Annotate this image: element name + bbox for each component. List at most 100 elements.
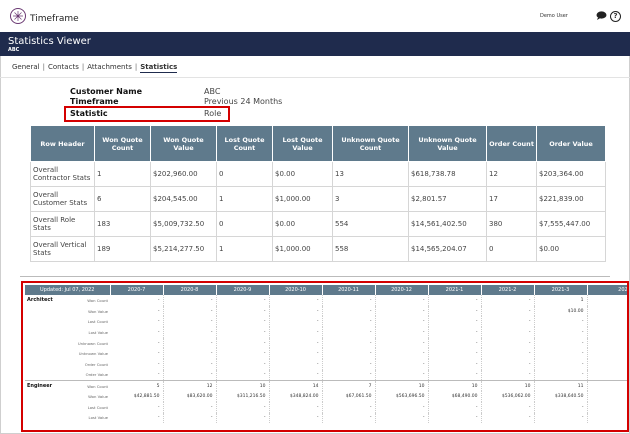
help-icon[interactable]: ? (610, 11, 621, 22)
table-row: Overall Contractor Stats 1 $202,960.00 0 $0.… (30, 161, 606, 187)
table-cell: $0.00 (272, 211, 333, 237)
grid-cell: - (534, 401, 588, 413)
grid-cell (587, 295, 627, 306)
grid-cell: - (163, 369, 217, 381)
period-grid: Updated: Jul 07, 2022 2020-7 2020-8 2020-9 2… (25, 285, 627, 424)
table-cell: Overall Contractor Stats (30, 161, 95, 187)
metric-label: Lost Value (88, 329, 109, 335)
table-cell: 13 (332, 161, 409, 187)
grid-cell: - (163, 337, 217, 349)
grid-cell: 7 (322, 380, 376, 392)
grid-cell: - (534, 316, 588, 328)
group-label: Engineer (25, 380, 60, 392)
grid-cell: - (322, 369, 376, 381)
table-row: Lost Value - - - - - - - - - (25, 412, 627, 424)
grid-cell: - (216, 305, 270, 317)
metric-label: Order Value (85, 372, 109, 378)
grid-cell: $348,824.00 (269, 391, 323, 402)
grid-cell: - (216, 327, 270, 338)
grid-cell: - (216, 316, 270, 328)
grid-cell: - (216, 359, 270, 370)
grid-cell: - (269, 295, 323, 306)
updated-label: Updated: Jul 07, 2022 (25, 285, 111, 295)
metric-label: Unknown Count (77, 340, 109, 346)
tab-attachments[interactable]: Attachments (87, 63, 132, 71)
section-divider (20, 276, 610, 277)
table-cell: 12 (486, 161, 537, 187)
metric-label: Won Value (88, 394, 109, 400)
grid-cell: - (216, 412, 270, 424)
grid-cell: - (481, 412, 535, 424)
table-cell: $2,801.57 (408, 186, 487, 212)
metric-label: Unknown Value (78, 351, 109, 357)
grid-cell (587, 337, 627, 349)
customer-name-value: ABC (204, 87, 221, 96)
grid-cell: - (110, 316, 164, 328)
grid-cell: - (375, 369, 429, 381)
tab-contacts[interactable]: Contacts (47, 63, 79, 71)
table-row: Architect Won Count - - - - - - - -1 (25, 295, 627, 306)
grid-cell: - (375, 401, 429, 413)
grid-cell: - (375, 316, 429, 328)
chat-icon[interactable] (596, 11, 607, 20)
statistic-value[interactable]: Role (204, 109, 222, 118)
grid-cell: - (163, 327, 217, 338)
group-label: Architect (27, 297, 53, 304)
grid-cell: - (534, 412, 588, 424)
grid-cell: - (322, 327, 376, 338)
table-cell: 554 (332, 211, 409, 237)
grid-cell: - (428, 295, 482, 306)
grid-cell: 10 (375, 380, 429, 392)
grid-cell: - (375, 295, 429, 306)
stats-header-cell: Won Quote Value (150, 125, 217, 162)
table-cell: $0.00 (272, 161, 333, 187)
group-label (25, 306, 60, 317)
grid-cell: - (269, 337, 323, 349)
table-cell: 0 (486, 236, 537, 262)
grid-cell: 5 (110, 380, 164, 392)
grid-cell: - (110, 401, 164, 413)
grid-cell: - (110, 348, 164, 360)
timeframe-logo-icon (10, 8, 26, 24)
grid-cell: 10 (216, 380, 270, 392)
tab-general[interactable]: General (12, 63, 40, 71)
period-header: 2021-2 (481, 285, 535, 295)
grid-cell (587, 359, 627, 370)
grid-cell: - (216, 348, 270, 360)
grid-cell: - (163, 316, 217, 328)
grid-cell: $68,490.00 (428, 391, 482, 402)
grid-cell: - (269, 369, 323, 381)
table-row: Order Count - - - - - - - - - (25, 359, 627, 370)
table-cell: $7,555,447.00 (536, 211, 606, 237)
grid-cell: - (110, 369, 164, 381)
tab-statistics[interactable]: Statistics (140, 63, 178, 73)
table-cell: 0 (216, 161, 273, 187)
grid-cell: - (322, 412, 376, 424)
group-label (25, 316, 60, 327)
metric-label: Lost Count (87, 404, 109, 410)
table-row: Unknown Count - - - - - - - - - (25, 337, 627, 349)
table-cell: Overall Customer Stats (30, 186, 95, 212)
grid-cell: - (322, 337, 376, 349)
table-cell: Overall Role Stats (30, 211, 95, 237)
grid-cell: - (269, 401, 323, 413)
period-header: 2020-11 (322, 285, 376, 295)
grid-cell: $338,640.50 (534, 391, 588, 402)
table-cell: 17 (486, 186, 537, 212)
group-label (25, 370, 60, 381)
period-header: 2020-8 (163, 285, 217, 295)
group-label (25, 402, 60, 413)
period-header: 2020-9 (216, 285, 270, 295)
stats-table: Row Header Won Quote Count Won Quote Value… (30, 125, 606, 262)
user-name[interactable]: Demo User (540, 13, 568, 19)
grid-cell: - (428, 412, 482, 424)
grid-cell: - (216, 401, 270, 413)
grid-cell: $325,78 (587, 391, 627, 402)
grid-cell (587, 316, 627, 328)
group-label (25, 338, 60, 349)
stats-header-cell: Order Value (536, 125, 606, 162)
stats-header-cell: Order Count (486, 125, 537, 162)
grid-cell: - (322, 305, 376, 317)
table-cell: 0 (216, 211, 273, 237)
table-cell: $202,960.00 (150, 161, 217, 187)
